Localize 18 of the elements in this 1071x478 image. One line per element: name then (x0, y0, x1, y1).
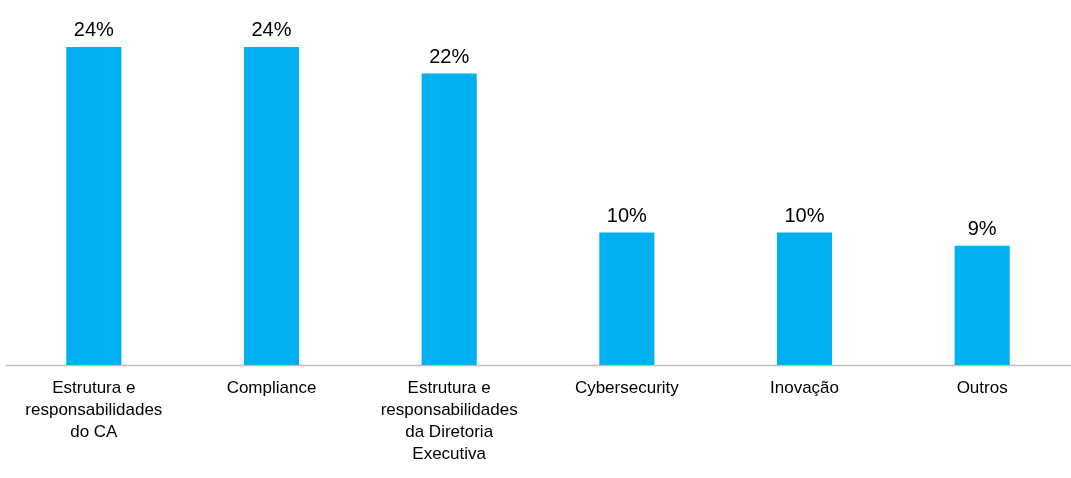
data-label: 10% (784, 203, 825, 226)
bar (776, 232, 833, 365)
x-tick-label: Outros (956, 377, 1008, 397)
bar (599, 232, 655, 365)
x-tick-label: Estrutura e responsabilidades do CA (25, 377, 163, 441)
x-tick-label: Compliance (226, 377, 317, 397)
data-label: 9% (967, 216, 997, 239)
x-tick-label: Estrutura e responsabilidades da Diretoria Executiva (380, 377, 518, 463)
data-label: 22% (429, 44, 470, 67)
bar (954, 245, 1010, 365)
bar (66, 47, 122, 365)
bar (243, 47, 300, 365)
data-label: 10% (606, 203, 648, 226)
data-label: 24% (73, 18, 115, 40)
x-tick-label: Inovação (770, 377, 839, 397)
x-tick-label: Cybersecurity (574, 377, 680, 397)
data-label: 24% (251, 18, 292, 40)
bar (421, 73, 477, 365)
